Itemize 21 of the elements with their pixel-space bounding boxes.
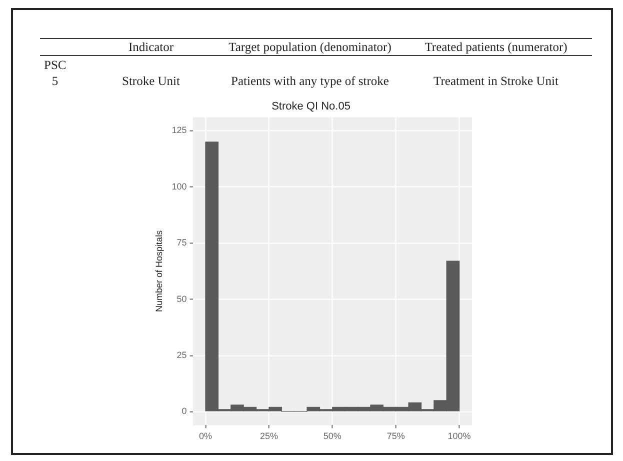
y-axis-title: Number of Hospitals (154, 230, 164, 312)
text: PSC (44, 58, 66, 73)
x-tick-label: 25% (260, 431, 278, 442)
y-tick-label: 50 (176, 294, 187, 304)
y-tick-label: 75 (176, 238, 187, 248)
text: Target population (denominator) (228, 40, 392, 55)
text: Stroke Unit (122, 74, 180, 89)
x-tick-label: 100% (448, 431, 471, 442)
y-tick-label: 100 (172, 181, 187, 192)
text: Treated patients (numerator) (424, 40, 568, 55)
x-tick-label: 75% (386, 431, 405, 442)
text: Treatment in Stroke Unit (434, 74, 558, 89)
text: Indicator (128, 40, 174, 55)
y-tick-label: 0 (182, 406, 187, 416)
x-tick-label: 0% (199, 431, 212, 442)
text: 5 (52, 74, 58, 89)
chart-title: Stroke QI No.05 (272, 100, 350, 113)
text: Patients with any type of stroke (231, 74, 389, 89)
y-tick-label: 125 (172, 125, 187, 136)
y-tick-label: 25 (176, 350, 187, 360)
x-tick-label: 50% (323, 431, 342, 442)
